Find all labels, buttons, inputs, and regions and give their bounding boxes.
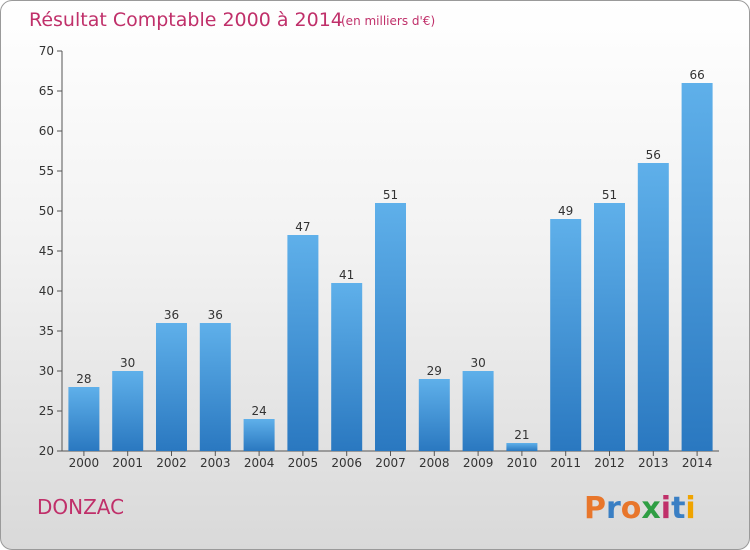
chart-subtitle: (en milliers d'€)	[341, 14, 435, 28]
x-tick-label: 2001	[112, 456, 143, 470]
value-label: 41	[339, 268, 354, 282]
y-tick-label: 20	[39, 444, 54, 458]
x-tick-label: 2011	[550, 456, 581, 470]
bar-2007	[375, 203, 406, 451]
y-tick-label: 40	[39, 284, 54, 298]
bar-2013	[637, 163, 669, 451]
y-tick-label: 25	[39, 404, 54, 418]
value-label: 28	[76, 372, 91, 386]
y-tick-label: 45	[39, 244, 54, 258]
commune-name: DONZAC	[37, 495, 124, 519]
y-tick-label: 55	[39, 164, 54, 178]
value-label: 29	[427, 364, 442, 378]
bar-2012	[594, 203, 625, 451]
x-tick-label: 2008	[419, 456, 450, 470]
bar-2003	[199, 323, 231, 451]
proxiti-logo: Proxiti	[584, 491, 696, 526]
y-tick-label: 70	[39, 44, 54, 58]
x-tick-label: 2006	[331, 456, 362, 470]
x-tick-label: 2003	[200, 456, 231, 470]
axes: 20 25 30 35 40 45 50 55 60 65 70 2000 2001 2002 2003 20…	[39, 44, 719, 470]
value-label: 51	[383, 188, 398, 202]
x-tick-label: 2012	[594, 456, 625, 470]
value-label: 36	[164, 308, 179, 322]
value-label: 21	[514, 428, 529, 442]
bar-2001	[112, 371, 144, 451]
value-labels: 28 30 36 36 24 47 41 51 29 30 21 49 51 56 66	[76, 68, 704, 442]
x-tick-label: 2009	[463, 456, 494, 470]
x-tick-label: 2000	[69, 456, 100, 470]
y-tick-label: 50	[39, 204, 54, 218]
bar-2014	[681, 83, 713, 451]
y-tick-label: 65	[39, 84, 54, 98]
x-tick-label: 2007	[375, 456, 406, 470]
value-label: 47	[295, 220, 310, 234]
bar-2009	[462, 371, 494, 451]
value-label: 30	[120, 356, 135, 370]
bar-2005	[287, 235, 319, 451]
value-label: 30	[470, 356, 485, 370]
bar-2004	[243, 419, 275, 451]
proxiti-logo-text: Proxiti	[584, 491, 696, 526]
value-label: 24	[251, 404, 266, 418]
y-tick-label: 35	[39, 324, 54, 338]
x-tick-label: 2013	[638, 456, 669, 470]
value-label: 56	[646, 148, 661, 162]
value-label: 51	[602, 188, 617, 202]
bar-2000	[68, 387, 100, 451]
value-label: 36	[208, 308, 223, 322]
chart-title: Résultat Comptable 2000 à 2014	[29, 9, 343, 31]
x-tick-label: 2002	[156, 456, 187, 470]
bar-2010	[506, 443, 538, 451]
y-tick-label: 30	[39, 364, 54, 378]
y-tick-label: 60	[39, 124, 54, 138]
x-tick-label: 2010	[507, 456, 538, 470]
x-tick-label: 2014	[682, 456, 713, 470]
bars	[68, 83, 713, 451]
bar-2006	[331, 283, 363, 451]
x-tick-label: 2005	[288, 456, 319, 470]
bar-2011	[550, 219, 582, 451]
bar-2002	[156, 323, 187, 451]
value-label: 66	[689, 68, 704, 82]
bar-2008	[418, 379, 450, 451]
value-label: 49	[558, 204, 573, 218]
x-tick-label: 2004	[244, 456, 275, 470]
